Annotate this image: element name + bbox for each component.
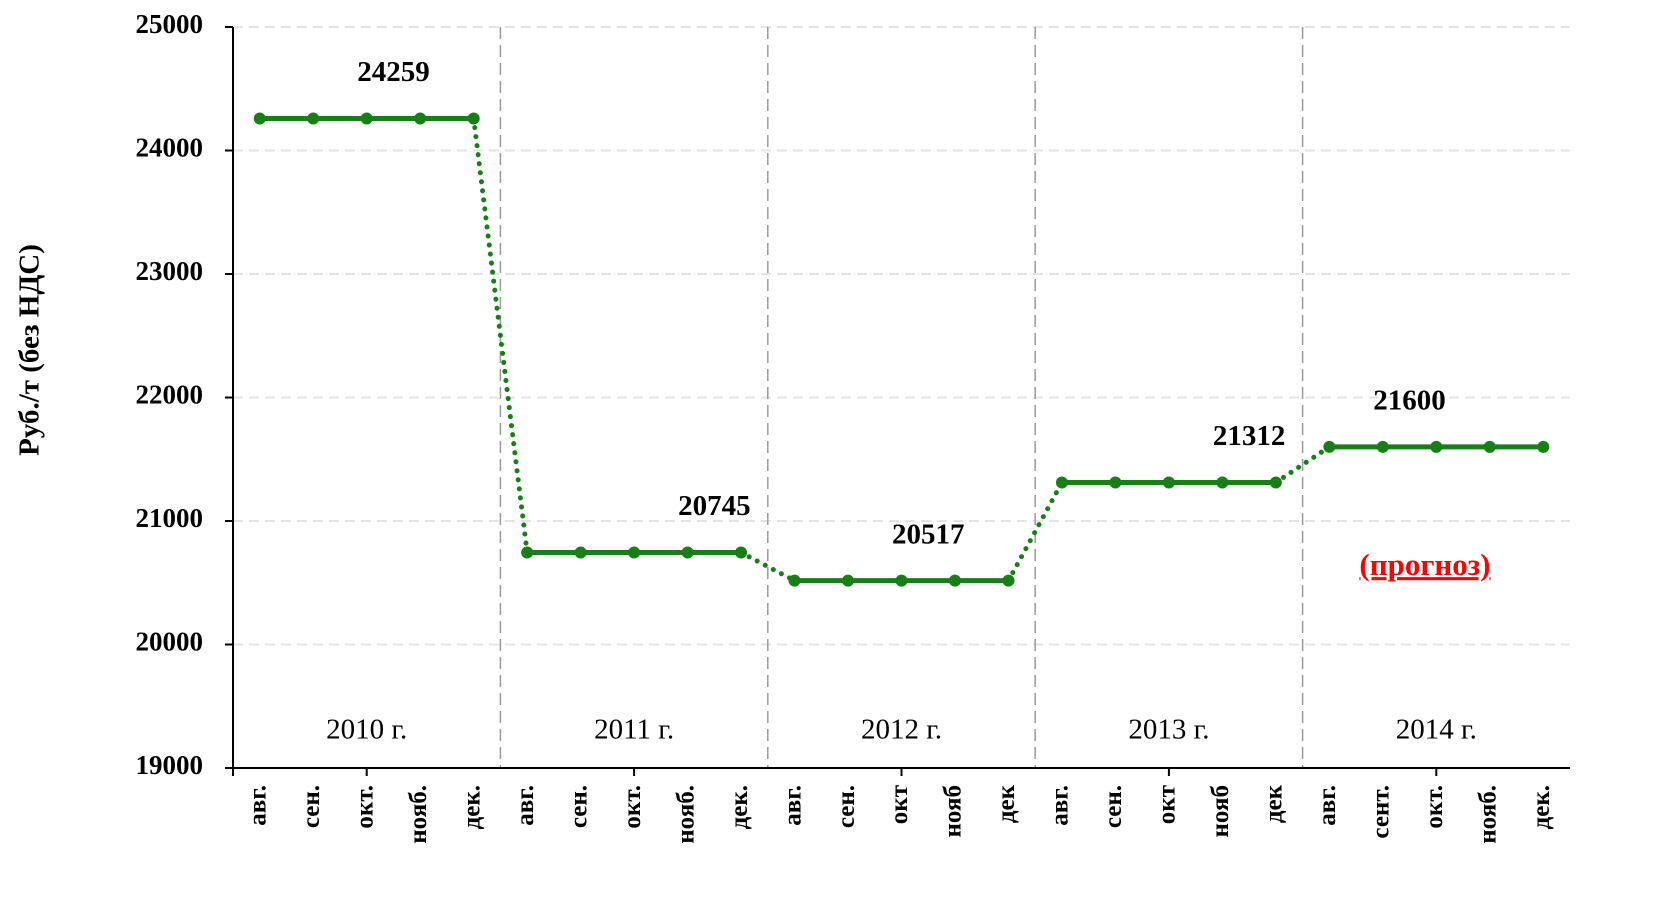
point (1216, 476, 1229, 489)
point (1055, 476, 1068, 489)
x-tick-label: авг. (244, 785, 271, 826)
x-tick-label: авг. (1314, 785, 1341, 826)
value-label: 24259 (357, 56, 430, 88)
x-tick-label: сент. (1368, 785, 1395, 839)
y-tick-label: 24000 (136, 133, 204, 163)
point (1269, 476, 1282, 489)
point (1323, 440, 1336, 453)
x-tick-label: окт. (351, 785, 378, 829)
value-label: 20745 (678, 490, 751, 522)
point (1002, 574, 1015, 587)
value-label: 21600 (1373, 385, 1446, 417)
point (253, 112, 266, 125)
x-tick-label: сен. (1100, 785, 1127, 828)
point (948, 574, 961, 587)
point (842, 574, 855, 587)
point (1537, 440, 1550, 453)
y-axis-label: Руб./т (без НДС) (14, 244, 46, 456)
y-tick-label: 21000 (136, 503, 204, 533)
line-connector (738, 549, 798, 584)
line-connector (1005, 479, 1065, 584)
x-tick-label: дек (993, 784, 1020, 823)
point (788, 574, 801, 587)
x-tick-label: дек. (726, 785, 753, 829)
point (1109, 476, 1122, 489)
y-tick-label: 19000 (136, 750, 204, 780)
annotation: (прогноз) (1359, 547, 1490, 582)
x-tick-label: авг. (1047, 785, 1074, 826)
x-tick-label: сен. (833, 785, 860, 828)
x-tick-label: нояб. (672, 785, 699, 844)
x-tick-label: нояб. (405, 785, 432, 844)
x-tick-label: дек (1261, 784, 1288, 823)
x-tick-label: нояб (940, 785, 967, 837)
x-tick-label: дек. (458, 785, 485, 829)
x-tick-label: авг. (512, 785, 539, 826)
x-tick-label: окт. (619, 785, 646, 829)
x-tick-label: окт (1154, 785, 1181, 824)
x-tick-label: сен. (565, 785, 592, 828)
point (1376, 440, 1389, 453)
point (307, 112, 320, 125)
x-tick-label: дек. (1528, 785, 1555, 829)
value-label: 20517 (892, 518, 965, 550)
point (467, 112, 480, 125)
x-tick-label: нояб (1207, 785, 1234, 837)
value-label: 21312 (1213, 420, 1286, 452)
group-label: 2014 г. (1396, 714, 1477, 746)
y-tick-label: 23000 (136, 256, 204, 286)
group-label: 2010 г. (326, 714, 407, 746)
group-label: 2013 г. (1128, 714, 1209, 746)
point (628, 546, 641, 559)
group-label: 2012 г. (861, 714, 942, 746)
x-tick-label: авг. (779, 785, 806, 826)
point (360, 112, 373, 125)
point (1430, 440, 1443, 453)
line-connector (1273, 444, 1332, 485)
x-tick-label: окт (886, 785, 913, 824)
y-tick-label: 20000 (136, 627, 204, 657)
group-label: 2011 г. (594, 714, 674, 746)
line-connector (471, 116, 530, 555)
point (1162, 476, 1175, 489)
y-tick-label: 22000 (136, 380, 204, 410)
point (521, 546, 534, 559)
point (735, 546, 748, 559)
y-tick-label: 25000 (136, 9, 204, 39)
point (574, 546, 587, 559)
point (1483, 440, 1496, 453)
point (681, 546, 694, 559)
point (895, 574, 908, 587)
point (414, 112, 427, 125)
x-tick-label: нояб. (1475, 785, 1502, 844)
x-tick-label: окт. (1421, 785, 1448, 829)
x-tick-label: сен. (298, 785, 325, 828)
